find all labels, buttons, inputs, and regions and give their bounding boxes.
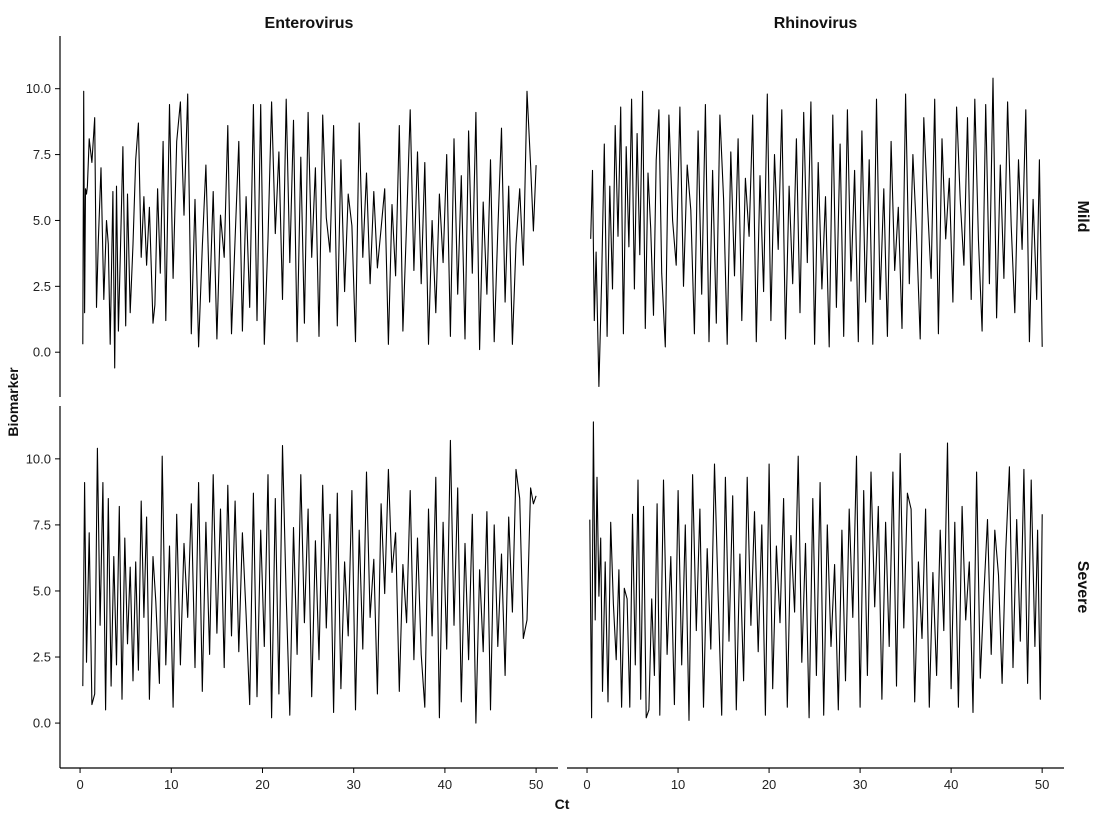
x-tick-label: 10: [671, 777, 685, 792]
x-tick-label: 40: [438, 777, 452, 792]
x-tick-label: 0: [583, 777, 590, 792]
x-tick-label: 20: [255, 777, 269, 792]
x-tick-label: 50: [1035, 777, 1049, 792]
y-tick-label: 0.0: [33, 716, 51, 731]
y-tick-label: 0.0: [33, 345, 51, 360]
y-tick-label: 10.0: [26, 81, 51, 96]
x-tick-label: 50: [529, 777, 543, 792]
series-line-enterovirus-severe: [82, 439, 537, 724]
x-tick-label: 40: [944, 777, 958, 792]
y-tick-label: 5.0: [33, 583, 51, 598]
x-tick-label: 30: [853, 777, 867, 792]
series-line-rhinovirus-severe: [589, 421, 1043, 721]
facet-label-mild: Mild: [1074, 201, 1091, 233]
x-axis-title: Ct: [555, 796, 570, 812]
y-axis-title: Biomarker: [5, 367, 21, 437]
series-line-rhinovirus-mild: [590, 77, 1043, 388]
facet-label-severe: Severe: [1074, 561, 1091, 614]
y-tick-label: 7.5: [33, 147, 51, 162]
x-tick-label: 10: [164, 777, 178, 792]
x-tick-label: 20: [762, 777, 776, 792]
x-tick-label: 0: [76, 777, 83, 792]
y-tick-label: 10.0: [26, 451, 51, 466]
y-tick-label: 2.5: [33, 650, 51, 665]
series-line-enterovirus-mild: [82, 90, 537, 369]
y-tick-label: 5.0: [33, 213, 51, 228]
x-tick-label: 30: [346, 777, 360, 792]
facet-label-rhinovirus: Rhinovirus: [774, 15, 858, 32]
y-tick-label: 7.5: [33, 517, 51, 532]
y-tick-label: 2.5: [33, 279, 51, 294]
facet-label-enterovirus: Enterovirus: [265, 15, 354, 32]
